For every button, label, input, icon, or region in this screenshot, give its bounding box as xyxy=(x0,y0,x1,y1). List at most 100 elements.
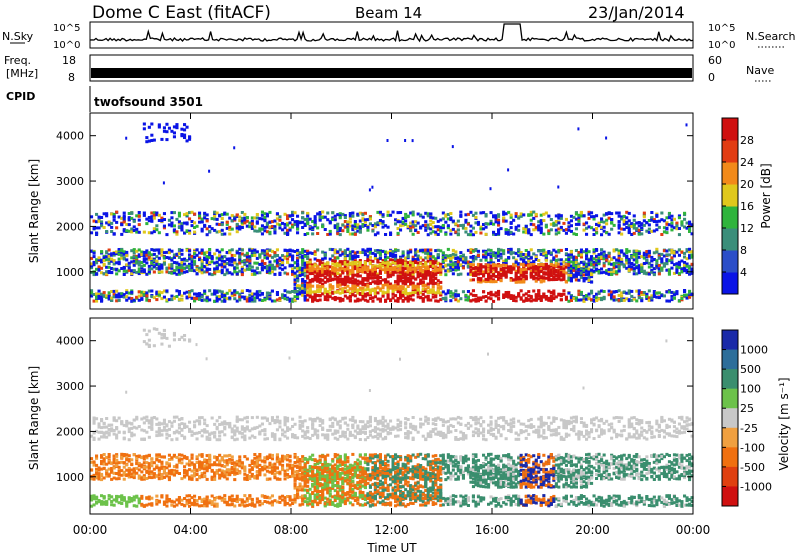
heatmap-cell xyxy=(90,249,94,253)
heatmap-cell xyxy=(351,276,355,280)
heatmap-cell xyxy=(326,292,330,296)
heatmap-cell xyxy=(328,286,332,290)
heatmap-cell xyxy=(552,296,556,300)
heatmap-cell xyxy=(316,294,320,298)
heatmap-cell xyxy=(569,224,573,228)
heatmap-cell xyxy=(142,293,146,297)
heatmap-cell xyxy=(474,294,478,297)
heatmap-cell xyxy=(296,259,300,263)
heatmap-cell xyxy=(255,294,259,298)
heatmap-cell xyxy=(590,226,594,230)
heatmap-cell xyxy=(479,272,483,276)
heatmap-cell xyxy=(127,296,131,300)
heatmap-cell xyxy=(213,292,217,296)
heatmap-cell xyxy=(291,290,295,293)
heatmap-cell xyxy=(366,276,370,280)
heatmap-cell xyxy=(454,257,458,260)
heatmap-cell xyxy=(421,280,425,284)
heatmap-cell xyxy=(610,227,614,231)
heatmap-cell xyxy=(115,295,119,299)
heatmap-cell xyxy=(363,288,367,292)
heatmap-cell xyxy=(303,254,307,258)
heatmap-cell xyxy=(338,248,342,252)
heatmap-cell xyxy=(245,224,249,228)
heatmap-cell xyxy=(559,214,563,218)
heatmap-cell xyxy=(275,291,279,294)
heatmap-cell xyxy=(391,252,395,256)
heatmap-cell xyxy=(532,210,536,214)
heatmap-cell xyxy=(386,275,390,279)
heatmap-cell xyxy=(519,268,523,271)
heatmap-cell xyxy=(351,284,355,288)
heatmap-cell xyxy=(590,275,594,279)
heatmap-cell xyxy=(373,233,377,237)
heatmap-cell xyxy=(544,262,548,266)
heatmap-cell xyxy=(554,261,558,265)
heatmap-cell xyxy=(127,218,131,222)
heatmap-cell xyxy=(617,261,621,265)
heatmap-cell xyxy=(414,277,418,281)
heatmap-cell xyxy=(489,276,493,280)
heatmap-cell xyxy=(115,220,119,224)
heatmap-cell xyxy=(175,261,179,265)
heatmap-cell xyxy=(190,210,194,214)
heatmap-cell xyxy=(112,232,116,236)
heatmap-cell xyxy=(424,265,428,269)
heatmap-cell xyxy=(595,259,599,263)
heatmap-cell xyxy=(559,267,563,271)
heatmap-cell xyxy=(215,248,219,252)
heatmap-cell xyxy=(283,294,287,298)
heatmap-cell xyxy=(572,297,576,300)
heatmap-cell xyxy=(193,212,197,216)
heatmap-cell xyxy=(429,277,433,281)
heatmap-cell xyxy=(376,280,380,284)
heatmap-cell xyxy=(579,298,583,302)
heatmap-cell xyxy=(107,257,111,261)
heatmap-cell xyxy=(356,212,360,216)
heatmap-cell xyxy=(514,271,518,275)
heatmap-cell xyxy=(92,260,96,264)
heatmap-cell xyxy=(260,249,264,253)
heatmap-cell xyxy=(401,254,405,258)
heatmap-cell xyxy=(308,264,312,268)
heatmap-cell xyxy=(464,261,468,265)
heatmap-cell xyxy=(318,261,322,264)
heatmap-cell xyxy=(248,259,252,263)
heatmap-cell xyxy=(195,292,199,296)
heatmap-cell xyxy=(479,269,483,273)
heatmap-cell xyxy=(642,292,646,296)
heatmap-cell xyxy=(188,290,192,294)
heatmap-cell xyxy=(348,295,352,298)
heatmap-cell xyxy=(117,257,121,261)
heatmap-cell xyxy=(645,272,649,276)
heatmap-cell xyxy=(235,291,239,295)
heatmap-cell xyxy=(539,220,543,224)
heatmap-cell xyxy=(283,297,287,301)
heatmap-cell xyxy=(487,296,491,300)
heatmap-cell xyxy=(602,220,606,224)
heatmap-cell xyxy=(235,272,239,276)
heatmap-cell xyxy=(336,268,340,272)
heatmap-cell xyxy=(600,298,604,302)
heatmap-cell xyxy=(145,140,149,144)
heatmap-cell xyxy=(233,289,237,293)
heatmap-cell xyxy=(406,279,410,283)
heatmap-cell xyxy=(451,252,455,256)
heatmap-cell xyxy=(155,248,159,252)
heatmap-cell xyxy=(223,265,227,269)
heatmap-cell xyxy=(411,257,415,261)
heatmap-cell xyxy=(213,228,217,232)
heatmap-cell xyxy=(95,272,99,276)
heatmap-cell xyxy=(248,293,252,297)
heatmap-cell xyxy=(497,271,501,275)
heatmap-cell xyxy=(579,214,583,218)
heatmap-cell xyxy=(424,225,428,229)
heatmap-cell xyxy=(265,225,269,229)
heatmap-cell xyxy=(150,133,154,137)
heatmap-cell xyxy=(602,295,606,299)
heatmap-cell xyxy=(245,298,249,302)
heatmap-cell xyxy=(213,299,217,303)
heatmap-cell xyxy=(316,274,320,278)
heatmap-cell xyxy=(92,299,96,303)
heatmap-cell xyxy=(471,226,475,230)
